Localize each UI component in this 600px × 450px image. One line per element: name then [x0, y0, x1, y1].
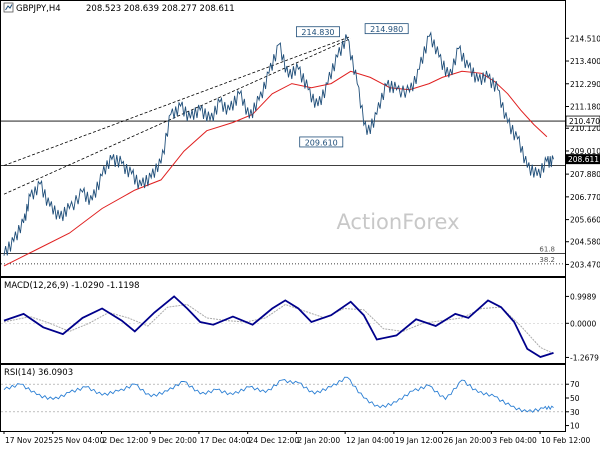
level-label: 210.470	[569, 117, 600, 126]
fib-level-label: 38.2	[539, 256, 555, 264]
macd-plot: 0.9989 0.0000 -1.2679	[1, 292, 599, 362]
price-y-tick-label: 214.510	[570, 34, 600, 43]
current-price-label: 208.611	[568, 155, 599, 164]
watermark: ActionForex	[336, 210, 459, 234]
price-annotation-label: 214.980	[370, 25, 403, 34]
price-line	[3, 31, 554, 256]
rsi-plot: 70 50 30 10	[1, 376, 580, 431]
trendline	[3, 38, 351, 195]
price-y-tick-label: 207.880	[570, 170, 600, 179]
trendline	[3, 36, 351, 166]
x-tick-label: 2 Dec 12:00	[102, 436, 148, 445]
current-price-tag	[566, 154, 600, 165]
level-label-box	[565, 115, 600, 127]
price-y-tick-label: 209.010	[570, 147, 600, 156]
price-y-tick-label: 203.470	[570, 260, 600, 269]
price-annotation-box	[364, 23, 409, 35]
price-annotation-box	[296, 26, 340, 38]
price-annotation-box	[299, 136, 344, 148]
price-y-tick-label: 210.120	[570, 124, 600, 133]
x-tick-label: 3 Feb 04:00	[492, 436, 537, 445]
x-tick-label: 2 Jan 20:00	[297, 436, 340, 445]
x-tick-label: 24 Dec 12:00	[249, 436, 300, 445]
x-tick-label: 19 Jan 12:00	[395, 436, 443, 445]
rsi-panel-frame	[0, 364, 566, 432]
rsi-y-tick-label: 10	[570, 422, 580, 431]
price-annotation-label: 209.610	[305, 138, 338, 147]
ohlc-label: 208.523 208.639 208.277 208.611	[86, 4, 235, 14]
rsi-y-tick-label: 70	[570, 380, 580, 389]
x-tick-label: 25 Nov 04:00	[54, 436, 105, 445]
macd-signal-line	[3, 303, 554, 354]
x-tick-label: 26 Jan 20:00	[444, 436, 492, 445]
macd-title: MACD(12,26,9) -1.0290 -1.1198	[4, 281, 140, 291]
macd-y-tick-label: 0.9989	[570, 292, 596, 301]
rsi-title: RSI(14) 36.0903	[4, 368, 73, 378]
rsi-line	[3, 376, 554, 413]
price-annotation-label: 214.830	[301, 28, 334, 37]
macd-line	[3, 295, 554, 358]
x-axis: 17 Nov 2025 25 Nov 04:002 Dec 12:00 9 Dec …	[3, 431, 591, 445]
price-y-tick-label: 212.290	[570, 80, 600, 89]
x-tick-label: 17 Nov 2025	[5, 436, 53, 445]
macd-y-tick-label: 0.0000	[570, 319, 596, 328]
price-panel-frame	[0, 0, 566, 277]
x-tick-label: 12 Jan 04:00	[346, 436, 394, 445]
price-y-tick-label: 211.180	[570, 103, 600, 112]
symbol-label: GBPJPY,H4	[16, 4, 61, 14]
price-header: GBPJPY,H4 208.523 208.639 208.277 208.61…	[3, 2, 235, 14]
rsi-y-tick-label: 30	[570, 408, 580, 417]
price-y-tick-label: 205.660	[570, 216, 600, 225]
x-tick-label: 10 Feb 12:00	[541, 436, 590, 445]
price-y-tick-label: 204.580	[570, 238, 600, 247]
macd-y-tick-label: -1.2679	[570, 353, 599, 362]
x-tick-label: 17 Dec 04:00	[200, 436, 251, 445]
price-y-tick-label: 206.770	[570, 193, 600, 202]
fib-level-label: 61.8	[539, 246, 555, 254]
price-y-tick-label: 213.400	[570, 57, 600, 66]
x-tick-label: 9 Dec 20:00	[151, 436, 197, 445]
rsi-y-tick-label: 50	[570, 394, 580, 403]
price-plot: 214.510 213.400 212.290 211.180 210.120 209.0…	[1, 23, 600, 269]
